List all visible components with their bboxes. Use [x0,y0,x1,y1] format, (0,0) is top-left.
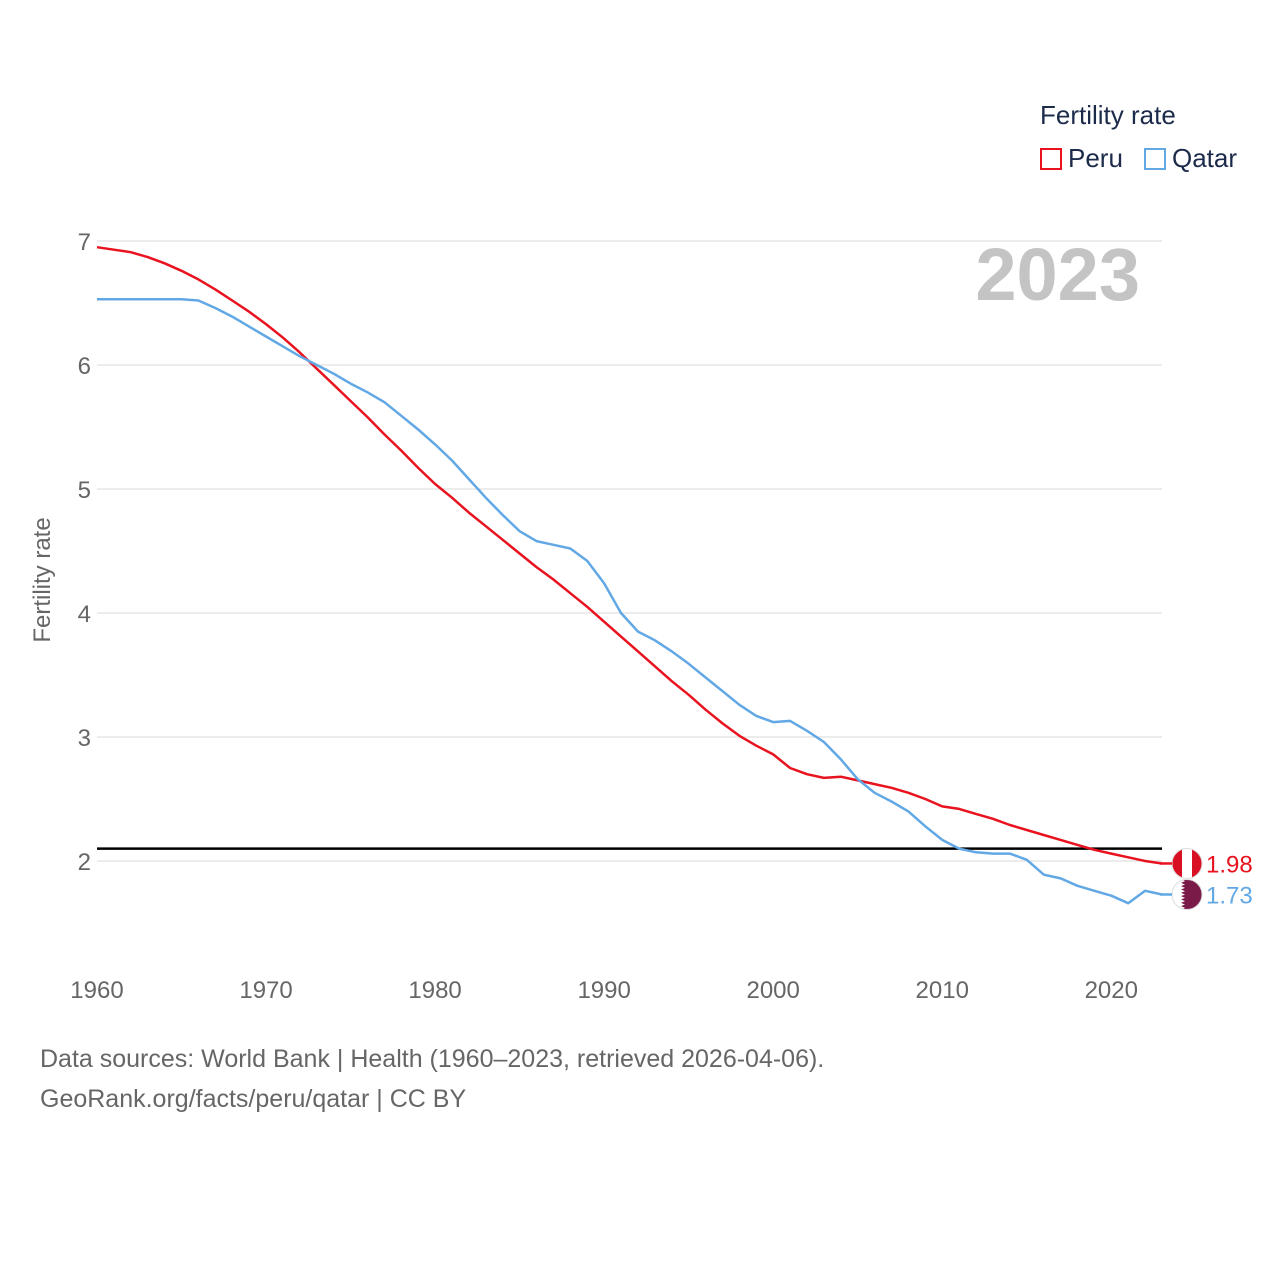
end-markers: 1.98 1.73 [1160,847,1253,910]
flag-marker-peru [1172,848,1202,879]
series-line-peru [96,245,1163,865]
y-tick-label-5: 5 [78,477,91,504]
legend-title: Fertility rate [1040,100,1176,130]
y-axis-label: Fertility rate [29,517,56,642]
y-tick-label-7: 7 [78,229,91,256]
x-tick-label-1960: 1960 [70,977,123,1004]
x-tick-label-1980: 1980 [408,977,461,1004]
flag-marker-qatar [1172,879,1202,910]
x-tick-label-1970: 1970 [239,977,292,1004]
x-tick-label-2010: 2010 [916,977,969,1004]
grid-lines [97,240,1162,862]
flag-peru-right-band [1192,848,1202,879]
legend-label-qatar: Qatar [1172,143,1238,173]
y-tick-label-2: 2 [78,849,91,876]
series-lines [96,245,1163,905]
legend-swatch-qatar [1144,147,1166,170]
flag-peru-left-band [1172,848,1182,879]
x-tick-label-1990: 1990 [577,977,630,1004]
legend-label-peru: Peru [1068,143,1123,173]
legend-item-qatar[interactable]: Qatar [1144,143,1237,174]
source-link[interactable]: GeoRank.org/facts/peru/qatar | CC BY [40,1085,467,1113]
x-tick-label-2000: 2000 [746,977,799,1004]
x-axis-ticks: 1960 1970 1980 1990 2000 2010 2020 [70,977,1138,1004]
end-value-label-peru: 1.98 [1206,851,1253,878]
y-tick-label-3: 3 [78,725,91,752]
y-axis-ticks: 2 3 4 5 6 7 [78,229,91,876]
year-label: 2023 [975,233,1140,316]
x-tick-label-2020: 2020 [1085,977,1138,1004]
flag-peru-center-band [1182,848,1192,879]
legend-item-peru[interactable]: Peru [1040,143,1123,174]
series-line-qatar [97,298,1163,905]
end-value-label-qatar: 1.73 [1206,882,1253,909]
source-text: Data sources: World Bank | Health (1960–… [40,1045,825,1073]
flag-qatar-maroon [1181,879,1202,910]
legend-swatch-peru [1040,147,1062,170]
y-tick-label-4: 4 [78,601,91,628]
y-tick-label-6: 6 [78,353,91,380]
